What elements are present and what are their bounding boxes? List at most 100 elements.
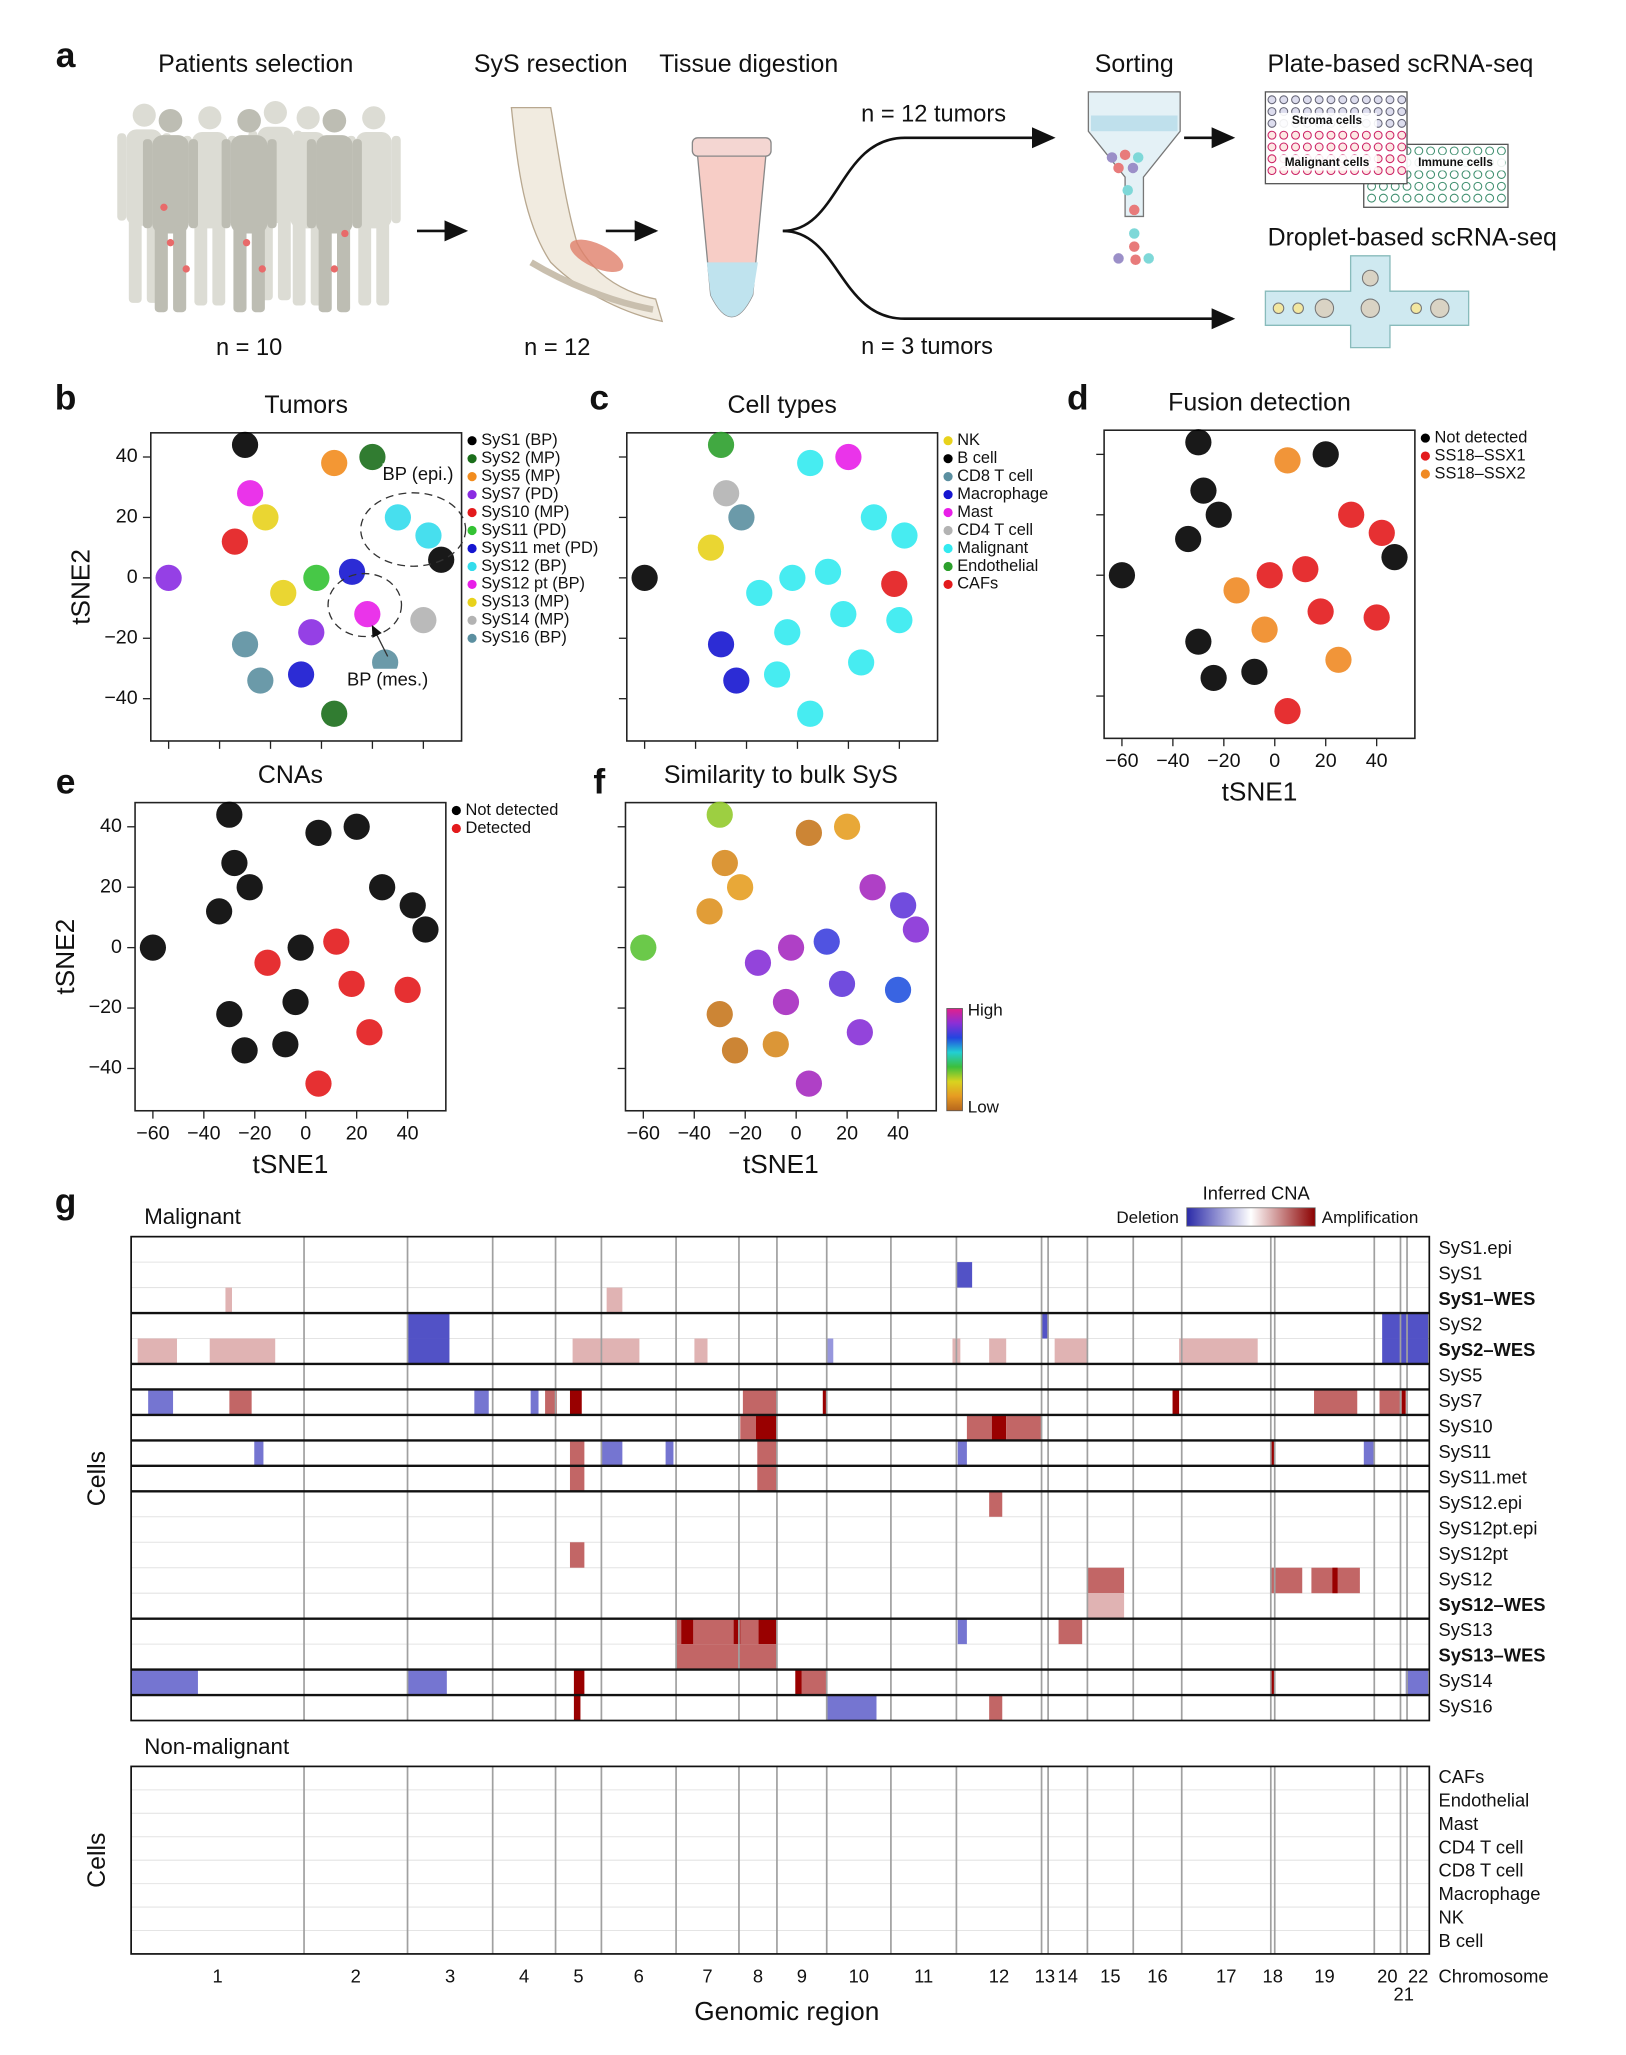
legend-marker [467, 525, 477, 536]
step-title: SyS resection [474, 50, 628, 78]
well [1267, 154, 1277, 164]
chromosome-label: 6 [634, 1965, 644, 1986]
silhouette [142, 139, 153, 229]
x-tick-label: −20 [238, 1123, 271, 1145]
well [1367, 193, 1377, 203]
cna-block [1379, 1389, 1402, 1415]
chromosome-label: 13 [1035, 1965, 1055, 1986]
chromosome-label: 11 [914, 1965, 933, 1986]
point [763, 661, 791, 688]
point [1363, 604, 1390, 631]
row-label: SyS12pt [1438, 1543, 1507, 1564]
legend-marker [1420, 451, 1430, 461]
point [1200, 664, 1227, 692]
point [797, 449, 824, 477]
cna-block [229, 1389, 252, 1415]
heatmap-border [130, 1765, 1431, 1955]
row-label: SyS12 [1438, 1568, 1492, 1589]
point [247, 667, 274, 694]
row-label: SyS10 [1438, 1415, 1492, 1436]
arrow [782, 127, 1056, 233]
count-label: n = 10 [216, 335, 282, 361]
silhouette [306, 139, 317, 229]
well [1361, 142, 1371, 152]
cell [1113, 253, 1124, 264]
point [399, 892, 426, 919]
cna-block [991, 1414, 1007, 1441]
cna-block [826, 1338, 834, 1364]
well [1326, 95, 1336, 105]
point [287, 661, 315, 688]
chromosome-label: 18 [1263, 1965, 1283, 1986]
point [343, 813, 370, 840]
silhouette [352, 139, 362, 229]
well [1485, 181, 1495, 191]
point [696, 898, 723, 925]
annotation-bg [382, 463, 454, 487]
row-label: SyS5 [1438, 1365, 1482, 1386]
panel-title: Cell types [728, 391, 837, 419]
well [1291, 142, 1301, 152]
well [1414, 193, 1424, 203]
legend-marker [467, 561, 477, 572]
well [1314, 95, 1324, 105]
point [707, 431, 735, 459]
legend-marker [467, 472, 477, 482]
well [1414, 181, 1424, 191]
cna-block [733, 1618, 741, 1645]
x-axis-label: tSNE1 [743, 1149, 819, 1179]
droplet [1272, 302, 1285, 315]
colorbar-label: Low [968, 1098, 1000, 1117]
funnel-fluid [1090, 115, 1178, 132]
plot-frame [1103, 429, 1416, 740]
droplet [1410, 302, 1422, 315]
tube-fluid [706, 262, 758, 317]
cell [1113, 162, 1124, 174]
legend-label: SyS13 (MP) [481, 593, 569, 611]
heatmap-border [130, 1235, 1431, 1722]
well [1291, 95, 1301, 105]
point [746, 579, 773, 607]
heatmap-title: Malignant [144, 1204, 241, 1229]
well [1385, 154, 1395, 164]
point [369, 874, 396, 901]
well [1496, 181, 1506, 191]
silhouette [281, 135, 291, 224]
well [1314, 130, 1324, 140]
cna-block [1332, 1567, 1338, 1594]
point [886, 607, 913, 634]
branch-label: n = 3 tumors [861, 334, 993, 360]
legend-marker [467, 490, 477, 500]
legend-label: SS18–SSX1 [1435, 446, 1526, 464]
cna-block [1270, 1669, 1275, 1696]
silhouette [117, 133, 127, 221]
point [860, 504, 888, 531]
panel-letter: d [1067, 377, 1089, 417]
legend-marker [943, 525, 953, 536]
well [1397, 118, 1407, 128]
cna-block [1041, 1313, 1049, 1339]
colorbar [946, 1008, 963, 1112]
well [1267, 107, 1277, 117]
well [1279, 130, 1289, 140]
point [323, 928, 350, 955]
step-title: Droplet-based scRNA-seq [1268, 223, 1557, 251]
chromosome-label: 22 [1408, 1965, 1428, 1986]
well [1373, 95, 1383, 105]
row-label: SyS13–WES [1438, 1645, 1545, 1666]
cell [1143, 253, 1154, 264]
y-axis-label: tSNE2 [66, 549, 96, 625]
cna-block [572, 1338, 640, 1364]
y-tick-label: −20 [104, 626, 137, 648]
droplet [1314, 298, 1335, 318]
well [1385, 118, 1395, 128]
x-tick-label: 0 [1269, 750, 1280, 772]
count-label: n = 12 [524, 335, 590, 361]
annotation-outline [327, 572, 403, 638]
cna-block [1087, 1567, 1125, 1594]
cna-block [209, 1338, 276, 1364]
y-tick-label: 0 [127, 566, 138, 588]
legend-label: CAFs [957, 575, 998, 593]
legend-marker [943, 561, 953, 572]
legend-label: B cell [957, 449, 997, 467]
